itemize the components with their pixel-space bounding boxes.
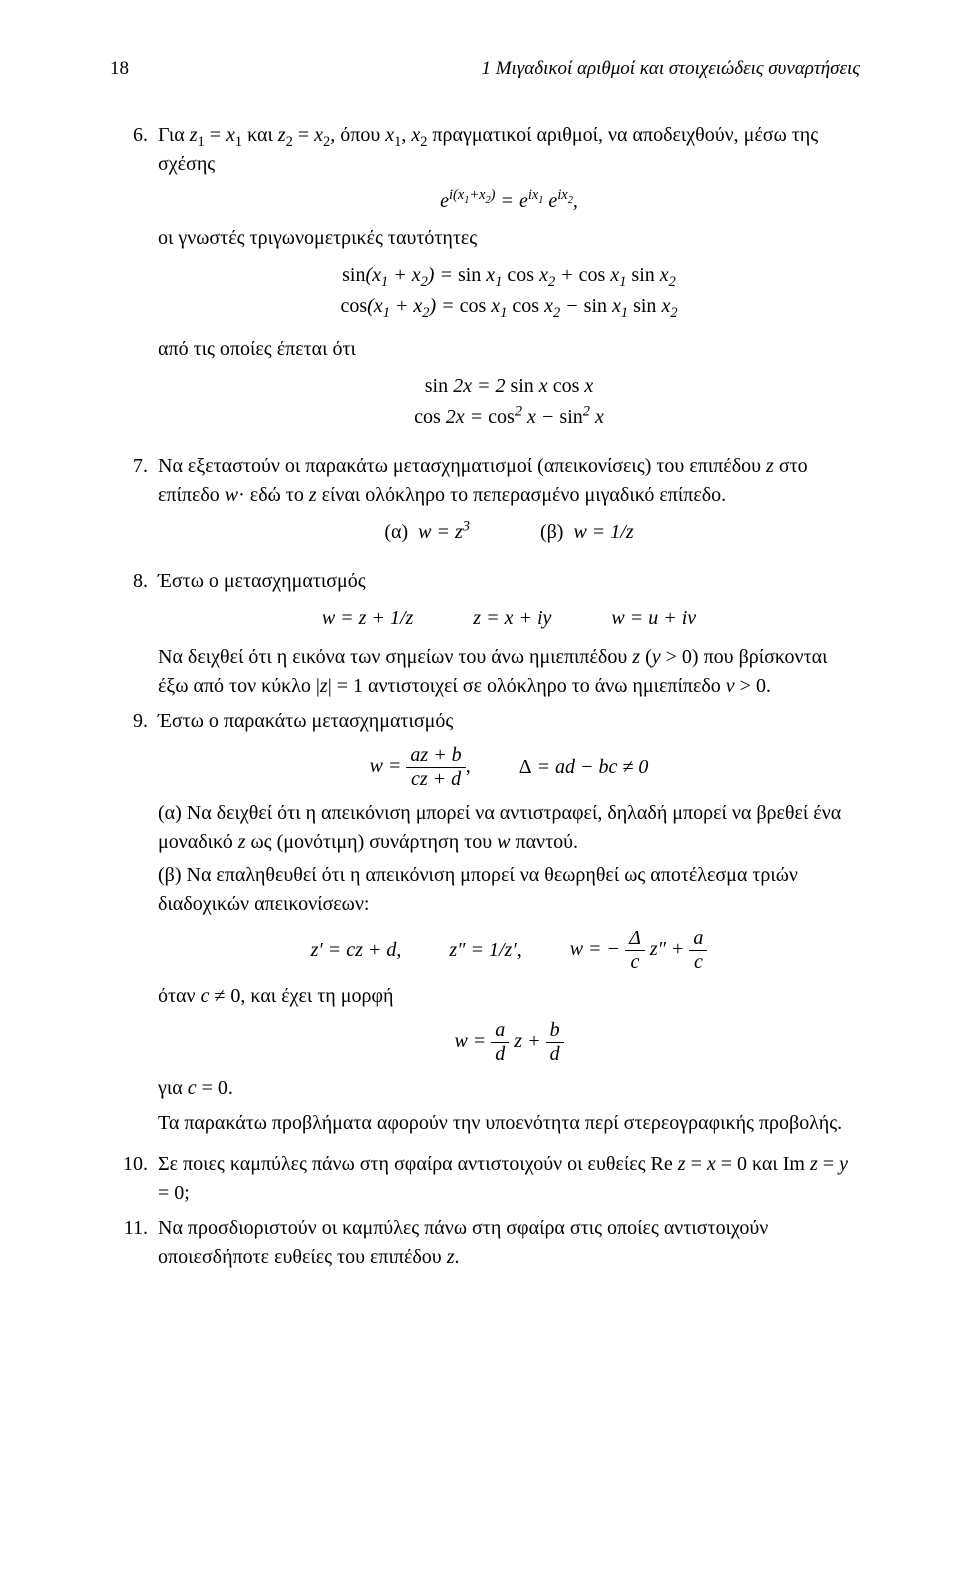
- p9-delta: Δ = ad − bc ≠ 0: [519, 753, 649, 782]
- p7-text: Να εξεταστούν οι παρακάτω μετασχηματισμο…: [158, 452, 860, 510]
- problem-number: 11.: [110, 1214, 158, 1272]
- p6-eq-sin2x: sin 2x = 2 sin x cos x: [158, 372, 860, 401]
- page-header: 18 1 Μιγαδικοί αριθμοί και στοιχειώδεις …: [110, 55, 860, 83]
- problem-number: 10.: [110, 1150, 158, 1208]
- problem-7: 7. Να εξεταστούν οι παρακάτω μετασχηματι…: [110, 452, 860, 561]
- problem-9: 9. Έστω ο παρακάτω μετασχηματισμός w = a…: [110, 707, 860, 1144]
- p8-eq2: z = x + iy: [473, 604, 551, 633]
- p9-frac-num: az + b: [406, 744, 465, 768]
- p9-when: όταν c ≠ 0, και έχει τη μορφή: [158, 982, 860, 1011]
- p6-double-block: sin 2x = 2 sin x cos x cos 2x = cos2 x −…: [158, 372, 860, 432]
- running-title: 1 Μιγαδικοί αριθμοί και στοιχειώδεις συν…: [481, 55, 860, 83]
- p9-main-eq: w = az + b cz + d , Δ = ad − bc ≠ 0: [158, 744, 860, 791]
- p9-tail: Τα παρακάτω προβλήματα αφορούν την υποεν…: [158, 1109, 860, 1138]
- problem-6: 6. Για z1 = x1 και z2 = x2, όπου x1, x2 …: [110, 121, 860, 446]
- p6-eq-sin: sin(x1 + x2) = sin x1 cos x2 + cos x1 si…: [158, 261, 860, 290]
- problem-body: Έστω ο παρακάτω μετασχηματισμός w = az +…: [158, 707, 860, 1144]
- p7-a: (α) w = z3: [384, 518, 470, 547]
- problem-10: 10. Σε ποιες καμπύλες πάνω στη σφαίρα αν…: [110, 1150, 860, 1208]
- p6-eq-exp: ei(x1+x2) = eix1 eix2,: [158, 187, 860, 216]
- p6-eq-cos2x: cos 2x = cos2 x − sin2 x: [158, 403, 860, 432]
- problem-number: 9.: [110, 707, 158, 1144]
- problem-body: Σε ποιες καμπύλες πάνω στη σφαίρα αντιστ…: [158, 1150, 860, 1208]
- p9-a: (α) Να δειχθεί ότι η απεικόνιση μπορεί ν…: [158, 799, 860, 857]
- problem-body: Να προσδιοριστούν οι καμπύλες πάνω στη σ…: [158, 1214, 860, 1272]
- p7-ab-row: (α) w = z3 (β) w = 1/z: [158, 518, 860, 547]
- problem-body: Έστω ο μετασχηματισμός w = z + 1/z z = x…: [158, 567, 860, 701]
- problem-number: 8.: [110, 567, 158, 701]
- problem-body: Για z1 = x1 και z2 = x2, όπου x1, x2 πρα…: [158, 121, 860, 446]
- p9-for: για c = 0.: [158, 1074, 860, 1103]
- p6-text2: οι γνωστές τριγωνομετρικές ταυτότητες: [158, 224, 860, 253]
- problem-8: 8. Έστω ο μετασχηματισμός w = z + 1/z z …: [110, 567, 860, 701]
- problem-body: Να εξεταστούν οι παρακάτω μετασχηματισμο…: [158, 452, 860, 561]
- p8-text2: Να δειχθεί ότι η εικόνα των σημείων του …: [158, 643, 860, 701]
- p9-frac-den: cz + d: [406, 768, 465, 791]
- p6-trig-block: sin(x1 + x2) = sin x1 cos x2 + cos x1 si…: [158, 261, 860, 321]
- p9-b: (β) Να επαληθευθεί ότι η απεικόνιση μπορ…: [158, 861, 860, 919]
- p6-text3: από τις οποίες έπεται ότι: [158, 335, 860, 364]
- page-number: 18: [110, 55, 129, 83]
- p9-text1: Έστω ο παρακάτω μετασχηματισμός: [158, 707, 860, 736]
- problem-number: 6.: [110, 121, 158, 446]
- p9-w2: w = a d z + b d: [158, 1019, 860, 1066]
- p9-w: w = − Δ c z″ + a c: [570, 927, 708, 974]
- problem-11: 11. Να προσδιοριστούν οι καμπύλες πάνω σ…: [110, 1214, 860, 1272]
- p7-b: (β) w = 1/z: [540, 518, 634, 547]
- p8-text1: Έστω ο μετασχηματισμός: [158, 567, 860, 596]
- p6-eq-cos: cos(x1 + x2) = cos x1 cos x2 − sin x1 si…: [158, 292, 860, 321]
- p8-eq3: w = u + iv: [611, 604, 696, 633]
- problem-number: 7.: [110, 452, 158, 561]
- p8-eq1: w = z + 1/z: [322, 604, 413, 633]
- p9-row-three: z′ = cz + d, z″ = 1/z′, w = − Δ c z″ + a…: [158, 927, 860, 974]
- p9-zpp: z″ = 1/z′,: [449, 936, 521, 965]
- p8-eqrow: w = z + 1/z z = x + iy w = u + iv: [158, 604, 860, 633]
- p6-text1: Για z1 = x1 και z2 = x2, όπου x1, x2 πρα…: [158, 121, 860, 179]
- p9-zp: z′ = cz + d,: [311, 936, 402, 965]
